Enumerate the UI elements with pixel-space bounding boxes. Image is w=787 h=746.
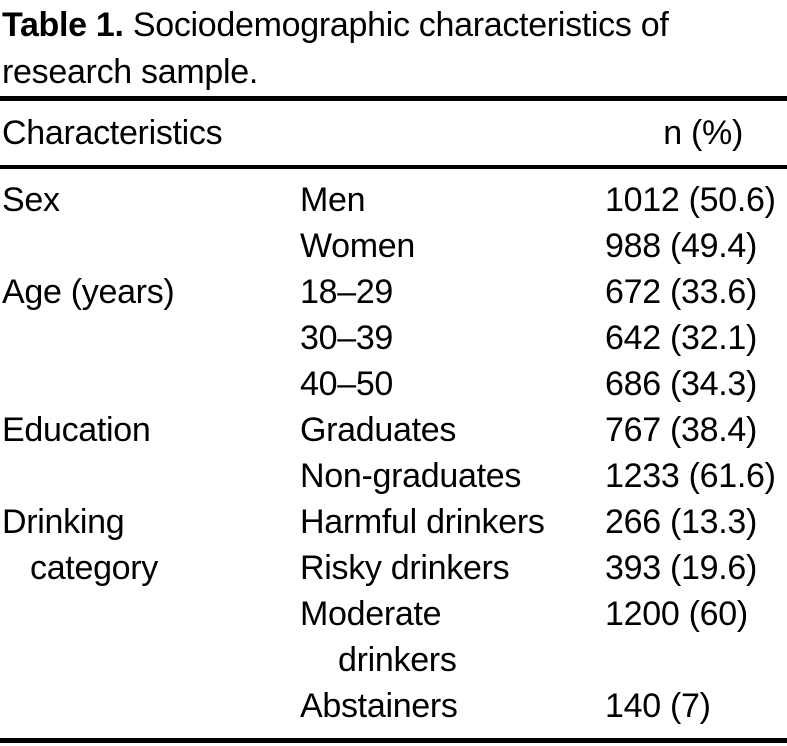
cell-group-label-continuation: category [30,548,159,587]
cell-category: Moderate [300,594,442,633]
cell-value: 393 (19.6) [605,548,757,587]
table-row: 40–50 686 (34.3) [0,361,787,407]
table-row: Age (years) 18–29 672 (33.6) [0,269,787,315]
table-rule-mid [0,165,787,169]
table-body: Sex Men 1012 (50.6) Women 988 (49.4) Age… [0,169,787,729]
cell-category: Risky drinkers [300,548,510,587]
cell-value: 1233 (61.6) [605,456,776,495]
table-row: Non-graduates 1233 (61.6) [0,453,787,499]
cell-group-label: Drinking [2,502,125,541]
table-title-text: Sociodemographic characteristics of rese… [2,6,669,91]
table-row: Abstainers 140 (7) [0,683,787,729]
table-row: Drinking Harmful drinkers 266 (13.3) [0,499,787,545]
cell-category: 40–50 [300,364,394,403]
cell-value: 1200 (60) [605,594,748,633]
cell-value: 672 (33.6) [605,272,757,311]
cell-value: 988 (49.4) [605,226,757,265]
table-header-row: Characteristics n (%) [0,101,787,165]
column-header-n-pct: n (%) [663,113,743,152]
table-title-label: Table 1. [2,6,124,44]
table-row: Women 988 (49.4) [0,223,787,269]
table-row: 30–39 642 (32.1) [0,315,787,361]
cell-category: Abstainers [300,686,458,725]
table-row: Education Graduates 767 (38.4) [0,407,787,453]
table-row: category Risky drinkers 393 (19.6) [0,545,787,591]
cell-category: 18–29 [300,272,394,311]
column-header-characteristics: Characteristics [2,113,223,152]
table-row: Moderate 1200 (60) [0,591,787,637]
cell-group-label: Education [2,410,151,449]
cell-value: 767 (38.4) [605,410,757,449]
table-rule-bottom [0,738,787,743]
table-title: Table 1. Sociodemographic characteristic… [0,0,712,96]
cell-group-label: Sex [2,180,60,219]
cell-category: 30–39 [300,318,394,357]
cell-group-label: Age (years) [2,272,175,311]
table-row: drinkers [0,637,787,683]
cell-value: 642 (32.1) [605,318,757,357]
cell-value: 266 (13.3) [605,502,757,541]
cell-value: 1012 (50.6) [605,180,776,219]
cell-category-continuation: drinkers [338,640,457,679]
cell-category: Non-graduates [300,456,522,495]
cell-value: 686 (34.3) [605,364,757,403]
table-rule-top [0,96,787,101]
cell-value: 140 (7) [605,686,711,725]
table-row: Sex Men 1012 (50.6) [0,177,787,223]
cell-category: Harmful drinkers [300,502,545,541]
cell-category: Women [300,226,416,265]
cell-category: Graduates [300,410,457,449]
cell-category: Men [300,180,366,219]
